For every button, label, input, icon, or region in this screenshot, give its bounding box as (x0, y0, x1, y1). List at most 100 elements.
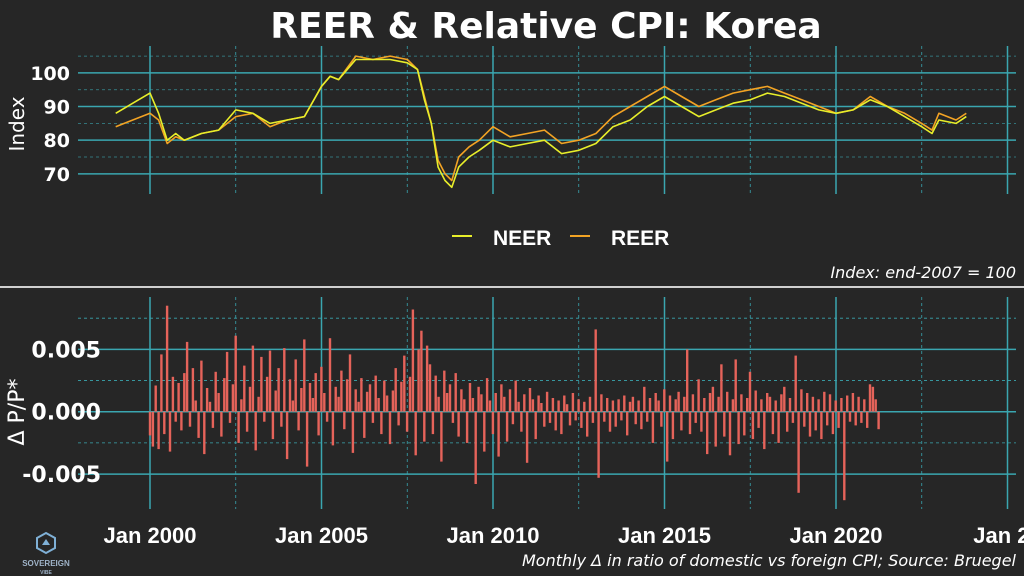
bar (668, 395, 672, 412)
bar (671, 411, 675, 440)
bar (237, 411, 240, 443)
bar (611, 400, 615, 412)
bar (277, 368, 280, 412)
bar (697, 379, 700, 412)
bar (737, 411, 740, 445)
bar (348, 354, 352, 412)
bar (731, 399, 735, 412)
bar (305, 411, 309, 467)
bar (863, 399, 866, 412)
bar (748, 371, 752, 412)
bar (168, 411, 172, 452)
bar (817, 399, 820, 412)
bar (314, 373, 317, 412)
bar (288, 379, 292, 412)
bar (763, 411, 766, 450)
bar (377, 398, 380, 412)
bar (468, 383, 472, 412)
bar (368, 384, 372, 412)
bar (357, 401, 360, 412)
bar (788, 398, 792, 412)
bar (831, 411, 835, 435)
bar (551, 398, 555, 412)
bar (826, 411, 829, 426)
bar (283, 348, 286, 412)
bar (205, 388, 209, 412)
bar (620, 411, 623, 421)
bar (405, 411, 409, 432)
bar (706, 411, 709, 455)
top-note: Index: end-2007 = 100 (830, 263, 1016, 282)
x-tick-label: Jan 2000 (104, 523, 197, 548)
bar (771, 411, 775, 435)
x-tick-label: Jan 2020 (790, 523, 883, 548)
bar (860, 411, 863, 423)
bar (774, 400, 777, 412)
top-y-tick-labels: 70 80 90 100 (30, 63, 70, 186)
bar (214, 371, 217, 412)
bar (637, 400, 640, 412)
bar (834, 400, 837, 412)
bar (328, 338, 332, 412)
bar (594, 329, 597, 412)
bar (523, 394, 526, 412)
bar (525, 411, 529, 463)
bar (631, 396, 635, 412)
bar (225, 351, 229, 412)
sovereign-vibe-logo: SOVEREIGN VIBE (22, 531, 70, 576)
bar (591, 411, 595, 423)
bar (257, 396, 260, 412)
bottom-bars (148, 305, 880, 501)
bar (345, 379, 349, 412)
bar (854, 411, 857, 426)
bar (531, 399, 535, 412)
bar (208, 401, 212, 412)
bar (811, 396, 815, 412)
bar (657, 400, 660, 412)
bar (365, 391, 369, 412)
bar (300, 388, 303, 412)
bar (240, 399, 243, 412)
bar (285, 411, 289, 460)
bar (794, 355, 797, 412)
bar (691, 394, 695, 412)
bar (700, 411, 703, 432)
bar (723, 411, 726, 437)
bottom-note: Monthly Δ in ratio of domestic vs foreig… (522, 551, 1017, 570)
bar (494, 393, 497, 412)
bar (200, 360, 203, 412)
bar (228, 411, 232, 423)
bar (628, 401, 632, 412)
bar (734, 359, 737, 412)
bar (688, 411, 692, 435)
bar (783, 386, 786, 412)
bar (251, 345, 255, 412)
bar (385, 395, 389, 412)
logo-emblem-icon (36, 531, 56, 555)
bar (751, 411, 755, 440)
bar (803, 411, 806, 427)
bar (325, 411, 329, 422)
bar (351, 411, 355, 453)
bar (814, 411, 817, 431)
bar (534, 411, 537, 440)
bar (666, 411, 669, 462)
bar (726, 391, 729, 412)
bar (437, 396, 440, 412)
bar (746, 398, 749, 412)
bottom-y-tick-label: -0.005 (22, 463, 101, 488)
bar (440, 411, 443, 462)
bar (505, 411, 509, 442)
bar (588, 396, 592, 412)
bar (311, 398, 315, 412)
bar (380, 411, 383, 435)
bar (626, 411, 629, 436)
bar (337, 396, 340, 412)
bar (354, 389, 357, 412)
bar (580, 411, 583, 428)
bar (654, 393, 657, 412)
bar (686, 349, 689, 412)
bar (660, 411, 663, 427)
bar (868, 384, 872, 412)
bar (554, 411, 557, 431)
